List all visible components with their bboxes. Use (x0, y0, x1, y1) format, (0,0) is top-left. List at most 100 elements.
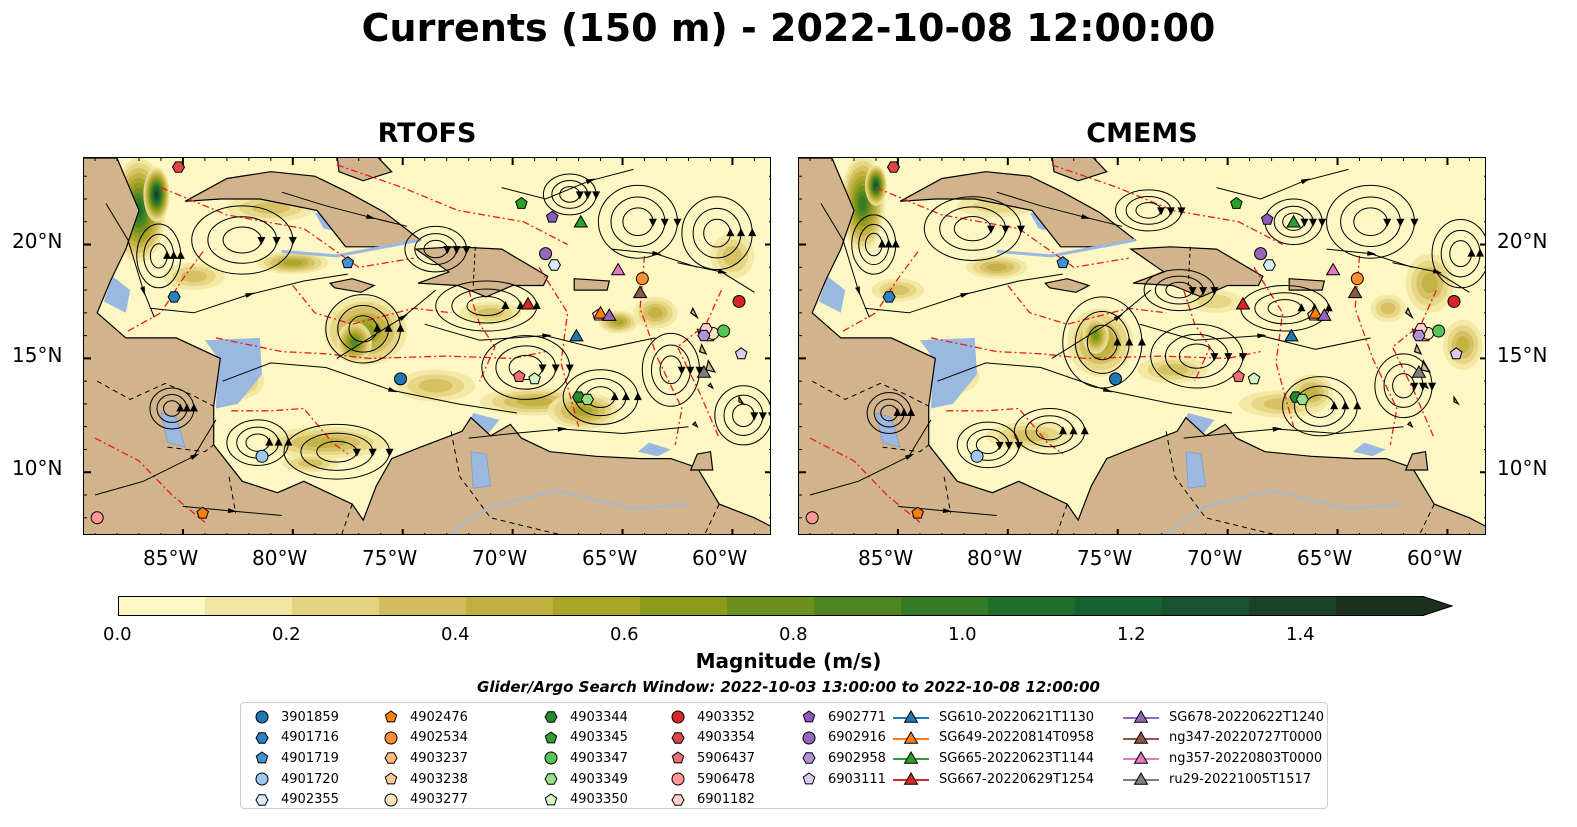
lat-tick-label: 10°N (12, 456, 63, 480)
eez-boundary (1051, 164, 1283, 246)
streamline-arrow (551, 364, 560, 373)
legend-marker-icon (671, 732, 685, 744)
lon-tick-label: 60°W (692, 546, 748, 570)
platform-marker (1412, 329, 1426, 342)
streamline-arrow (190, 453, 200, 460)
legend-label: 6902771 (828, 709, 886, 725)
land-mass (573, 278, 611, 291)
streamline-arrow (960, 292, 970, 298)
legend-label: 4902534 (410, 730, 468, 746)
streamline-arrow (1081, 214, 1091, 219)
platform-marker (1347, 285, 1363, 299)
lon-tick-label: 75°W (1077, 546, 1133, 570)
current-magnitude-contour (859, 195, 867, 212)
current-magnitude-contour (1380, 302, 1396, 315)
legend-marker (1133, 710, 1149, 724)
platform-marker (341, 256, 355, 269)
land-mass (698, 343, 708, 355)
current-magnitude-contour (251, 202, 290, 214)
legend-marker (255, 732, 269, 744)
legend-label: 4903345 (570, 730, 628, 746)
land-mass (1453, 395, 1461, 406)
platform-marker (593, 305, 608, 319)
legend-label: 5906478 (697, 771, 755, 787)
eez-boundary (842, 248, 921, 332)
legend-item: 4903237 (382, 748, 468, 769)
legend-column: 4902476 4902534 4903237 4903238 4903277 (382, 707, 468, 810)
shelf-shallow-water (996, 238, 1136, 258)
streamline-arrow (648, 218, 657, 227)
platform-marker (580, 393, 594, 406)
legend-marker (802, 752, 816, 765)
legend-label: 4903277 (410, 792, 468, 808)
streamline-arrow (652, 250, 662, 256)
legend-label: ru29-20221005T1517 (1169, 771, 1312, 787)
legend-label: 4903349 (570, 771, 628, 787)
streamline-arrow (1410, 382, 1419, 391)
legend-label: 4903350 (570, 792, 628, 808)
streamline-arrow (1428, 382, 1437, 391)
eez-boundary (676, 289, 722, 439)
legend-marker (384, 710, 398, 723)
streamline (94, 419, 217, 496)
legend-marker (903, 710, 919, 724)
streamline-arrow (575, 191, 584, 200)
streamline-arrow (443, 246, 452, 255)
streamline-arrow (1125, 337, 1134, 346)
streamline-arrow (736, 228, 745, 237)
country-border (1165, 431, 1275, 534)
colorbar-tick-label: 0.2 (272, 624, 301, 645)
current-magnitude-contour (648, 307, 663, 319)
map-panel-rtofs[interactable] (83, 157, 771, 535)
platform-marker (1449, 347, 1463, 360)
lon-tick-label: 85°W (143, 546, 199, 570)
country-border (1056, 503, 1068, 534)
lon-tick-label: 85°W (858, 546, 914, 570)
streamline-arrow (1383, 218, 1392, 227)
lon-tick-label: 70°W (1187, 546, 1243, 570)
streamline (281, 191, 408, 227)
legend-marker-icon (1123, 751, 1159, 765)
streamline-arrow (227, 508, 238, 513)
colorbar (118, 596, 1454, 616)
colorbar-tick-label: 0.0 (103, 624, 132, 645)
legend-item: SG667-20220629T1254 (893, 769, 1094, 790)
streamline-arrow (366, 214, 376, 219)
platform-marker (1286, 214, 1301, 228)
legend: 3901859 4901716 4901719 4901720 4902355 49024… (240, 702, 1328, 809)
lon-tick-label: 65°W (582, 546, 638, 570)
current-magnitude-contour (874, 182, 878, 188)
streamline-arrow (585, 178, 596, 185)
legend-marker (1133, 772, 1149, 785)
streamline-arrow (717, 268, 728, 274)
legend-item: 6903111 (800, 769, 886, 790)
streamline-arrow (288, 236, 297, 245)
streamline-arrow (1069, 426, 1078, 435)
platform-marker (696, 364, 712, 378)
map-panel-cmems[interactable] (798, 157, 1486, 535)
platform-marker (1284, 328, 1299, 342)
platform-marker (601, 308, 617, 321)
eez-boundary (336, 164, 568, 246)
streamline-arrow (274, 437, 283, 446)
platform-marker (1316, 308, 1332, 321)
lon-tick-label: 80°W (252, 546, 308, 570)
streamline (1216, 168, 1349, 200)
country-border (228, 476, 237, 514)
legend-item: 4901716 (253, 728, 339, 749)
country-border (341, 503, 353, 534)
streamline-arrow (1224, 353, 1233, 362)
colorbar-tick-label: 1.0 (948, 624, 977, 645)
legend-marker-icon (384, 731, 398, 745)
platform-marker (573, 214, 589, 228)
legend-marker (255, 793, 269, 806)
streamline-arrow (748, 228, 757, 237)
platform-marker (394, 372, 408, 386)
legend-item: 4903345 (542, 728, 628, 749)
land-mass (1044, 278, 1091, 293)
legend-marker (802, 731, 816, 745)
legend-marker-icon (1123, 772, 1159, 785)
land-mass (414, 246, 549, 298)
platform-marker (1308, 305, 1323, 319)
country-border (96, 380, 214, 407)
